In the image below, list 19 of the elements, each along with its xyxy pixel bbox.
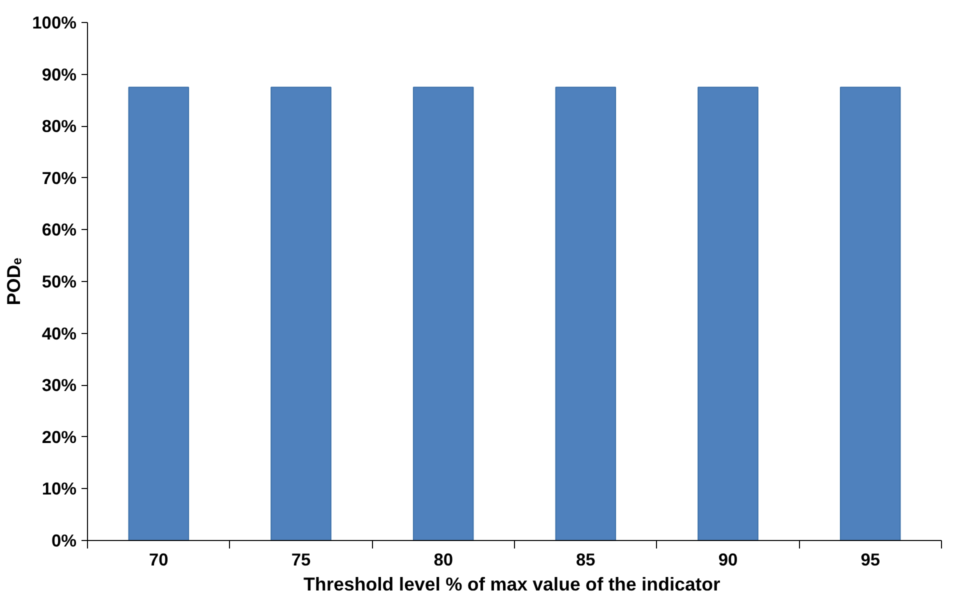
x-tick-label: 75 [291, 550, 311, 570]
x-tick-label: 70 [149, 550, 168, 570]
y-tick-label: 40% [42, 323, 77, 344]
y-tick-label: 100% [32, 12, 77, 32]
y-tick-label: 60% [42, 220, 77, 240]
y-tick-label: 80% [42, 116, 77, 136]
y-tick-label: 0% [51, 530, 76, 550]
y-tick-label: 10% [42, 478, 77, 499]
x-tick-label: 95 [860, 550, 880, 570]
x-tick-label: 90 [718, 550, 738, 570]
y-axis-title: PODₑ [3, 258, 24, 306]
x-tick-label: 85 [576, 550, 596, 570]
y-tick-label: 20% [42, 426, 77, 447]
x-tick-label: 80 [434, 550, 453, 570]
y-tick-label: 50% [42, 272, 77, 292]
y-tick-label: 30% [42, 375, 77, 396]
x-axis-title: Threshold level % of max value of the indicator [304, 574, 720, 594]
y-tick-label: 70% [42, 168, 77, 188]
y-tick-label: 90% [42, 64, 77, 84]
